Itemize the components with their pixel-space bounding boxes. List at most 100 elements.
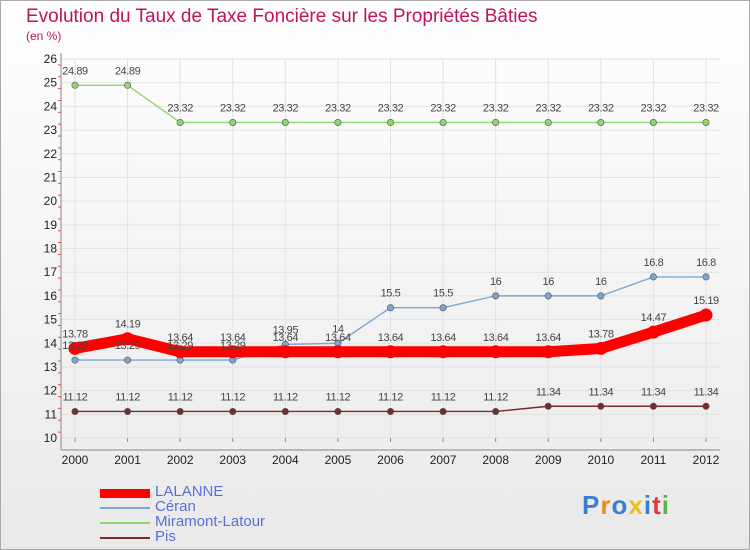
y-tick-label: 19 [44, 218, 58, 232]
data-point [597, 292, 605, 300]
data-label: 11.12 [63, 391, 88, 403]
data-point [68, 341, 82, 355]
data-labels: 24.89 24.89 23.32 23.32 23.32 23.32 23.32 23.32… [62, 65, 719, 403]
data-label: 13.78 [588, 328, 614, 340]
data-label: 13.64 [378, 332, 404, 344]
data-point [544, 118, 552, 126]
proxiti-logo: Proxiti [582, 490, 670, 521]
legend-label: LALANNE [155, 483, 224, 500]
data-label: 11.34 [536, 386, 561, 398]
x-tick-label: 2010 [587, 453, 614, 467]
x-tick-label: 2007 [430, 453, 457, 467]
data-label: 24.89 [62, 65, 88, 77]
x-tick-label: 2006 [377, 453, 404, 467]
data-point [176, 118, 184, 126]
data-label: 16.8 [696, 257, 716, 269]
series-points [68, 81, 713, 415]
data-point [229, 118, 237, 126]
data-label: 23.32 [220, 102, 246, 114]
chart-title: Evolution du Taux de Taxe Foncière sur l… [26, 6, 538, 27]
data-point [124, 407, 132, 415]
tick-labels: 10 11 12 13 14 15 16 17 18 19 20 21 22 23 24 25 26 2000 20… [44, 52, 720, 467]
data-point [439, 304, 447, 312]
data-label: 23.32 [430, 102, 456, 114]
y-tick-label: 25 [44, 76, 58, 90]
data-point [492, 407, 500, 415]
data-point [71, 81, 79, 89]
legend-label: Pis [155, 528, 176, 545]
x-tick-label: 2002 [167, 453, 194, 467]
data-point [439, 407, 447, 415]
data-label: 11.34 [694, 386, 719, 398]
y-tick-label: 11 [45, 407, 58, 421]
logo-letter: i [643, 490, 653, 520]
y-tick-label: 18 [44, 242, 58, 256]
data-label: 11.34 [588, 386, 613, 398]
data-label: 11.12 [273, 391, 298, 403]
x-tick-label: 2008 [482, 453, 509, 467]
data-label: 13.29 [62, 340, 88, 352]
data-label: 11.12 [220, 391, 245, 403]
legend-swatch [100, 537, 150, 539]
data-label: 11.34 [641, 386, 666, 398]
data-point [384, 345, 397, 359]
data-label: 11.12 [483, 391, 508, 403]
data-point [229, 407, 237, 415]
data-label: 23.32 [273, 102, 299, 114]
data-label: 11.12 [115, 391, 140, 403]
data-label: 16 [490, 276, 502, 288]
data-label: 14 [332, 323, 344, 335]
y-tick-label: 21 [44, 170, 58, 184]
grid [61, 58, 720, 439]
y-tick-label: 23 [44, 123, 58, 137]
legend-swatch [100, 507, 150, 509]
logo-letter: o [611, 490, 629, 520]
data-label: 13.64 [273, 332, 299, 344]
data-point [541, 345, 555, 359]
data-label: 23.32 [325, 102, 351, 114]
logo-letter: x [628, 490, 644, 520]
data-point [594, 341, 608, 355]
data-point [436, 345, 450, 359]
x-tick-label: 2012 [693, 453, 720, 467]
data-label: 23.32 [588, 102, 614, 114]
data-label: 14.19 [115, 319, 141, 331]
data-point [331, 345, 345, 359]
logo-letter: r [600, 490, 612, 520]
data-label: 11.12 [378, 391, 403, 403]
y-tick-label: 16 [44, 289, 58, 303]
x-tick-label: 2011 [641, 453, 667, 467]
data-point [699, 308, 713, 322]
data-point [439, 118, 447, 126]
data-point [121, 332, 135, 346]
x-tick-label: 2009 [535, 453, 562, 467]
legend-label: Miramont-Latour [155, 513, 266, 530]
data-point [176, 407, 184, 415]
data-label: 23.32 [167, 102, 193, 114]
data-point [124, 356, 132, 364]
data-label: 13.64 [325, 332, 351, 344]
y-tick-label: 10 [44, 431, 58, 445]
data-label: 24.89 [115, 65, 141, 77]
legend-swatch [100, 488, 150, 498]
data-point [597, 118, 605, 126]
data-point [386, 118, 394, 126]
y-unit-label: (en %) [26, 29, 62, 43]
data-label: 16 [595, 276, 607, 288]
data-label: 16.8 [644, 257, 664, 269]
data-label: 15.5 [381, 288, 401, 300]
data-label: 11.12 [326, 391, 351, 403]
data-label: 23.32 [693, 102, 719, 114]
data-point [597, 402, 605, 410]
y-tick-label: 24 [44, 99, 58, 113]
data-label: 13.78 [62, 328, 88, 340]
logo-letter: t [652, 490, 662, 520]
y-tick-label: 14 [44, 336, 58, 350]
data-point [281, 118, 289, 126]
data-point [492, 292, 500, 300]
x-tick-label: 2005 [325, 453, 352, 467]
data-point [226, 345, 240, 359]
data-label: 11.12 [431, 391, 456, 403]
